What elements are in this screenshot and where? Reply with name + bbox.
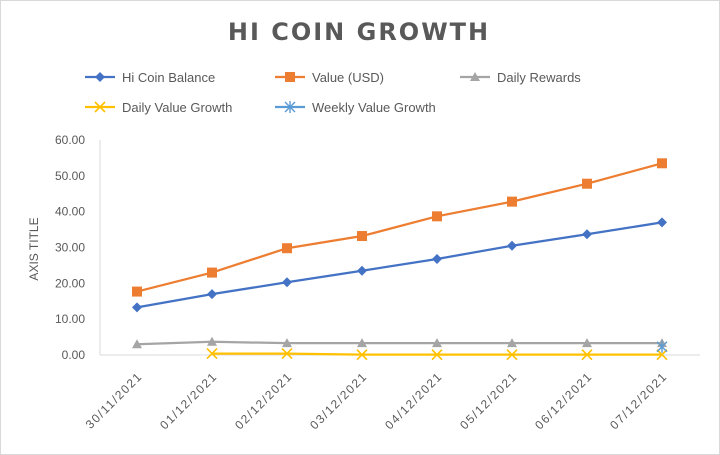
legend-label: Weekly Value Growth bbox=[312, 100, 436, 115]
data-point bbox=[581, 349, 593, 361]
legend-label: Value (USD) bbox=[312, 70, 384, 85]
series-weekly-value-growth bbox=[656, 340, 668, 353]
series-line bbox=[136, 221, 663, 309]
data-point bbox=[207, 336, 217, 346]
legend-marker bbox=[470, 72, 480, 81]
x-axis: 30/11/2021 01/12/2021 02/12/2021 03/12/2021… bbox=[83, 354, 700, 432]
x-tick-label: 06/12/2021 bbox=[532, 369, 595, 432]
data-point bbox=[207, 267, 217, 278]
data-point bbox=[506, 349, 518, 361]
x-tick-label: 04/12/2021 bbox=[382, 369, 445, 432]
series-hi-coin-balance bbox=[132, 217, 667, 313]
legend-marker bbox=[95, 72, 105, 82]
data-point bbox=[207, 289, 217, 300]
data-point bbox=[357, 338, 367, 348]
data-point bbox=[132, 302, 142, 313]
data-point bbox=[507, 196, 517, 207]
data-point bbox=[132, 339, 142, 349]
y-tick-label: 40.00 bbox=[55, 205, 85, 219]
data-point bbox=[657, 217, 667, 228]
data-point bbox=[431, 349, 443, 361]
y-tick-label: 10.00 bbox=[55, 312, 85, 326]
y-tick-label: 0.00 bbox=[62, 348, 86, 362]
series-daily-rewards bbox=[132, 336, 667, 349]
data-point bbox=[282, 243, 292, 254]
data-point bbox=[356, 349, 368, 361]
series-value-usd bbox=[132, 158, 667, 297]
y-axis: 0.00 10.00 20.00 30.00 40.00 50.00 60.00 bbox=[55, 133, 101, 362]
data-point bbox=[357, 265, 367, 276]
legend-marker bbox=[285, 72, 295, 82]
y-tick-label: 20.00 bbox=[55, 276, 85, 290]
data-point bbox=[132, 286, 142, 297]
data-point bbox=[206, 348, 218, 360]
data-point bbox=[281, 348, 293, 360]
series-line bbox=[136, 162, 663, 293]
legend-label: Hi Coin Balance bbox=[122, 70, 215, 85]
data-point bbox=[657, 158, 667, 169]
y-tick-label: 60.00 bbox=[55, 133, 85, 147]
x-tick-label: 07/12/2021 bbox=[607, 369, 670, 432]
data-point bbox=[357, 231, 367, 242]
data-point bbox=[432, 211, 442, 222]
data-point bbox=[656, 349, 668, 361]
x-tick-label: 01/12/2021 bbox=[157, 369, 220, 432]
data-point bbox=[656, 340, 668, 353]
legend-item-weekly-value-growth: Weekly Value Growth bbox=[275, 100, 436, 115]
legend-item-daily-rewards: Daily Rewards bbox=[460, 70, 581, 85]
data-point bbox=[282, 277, 292, 288]
x-tick-label: 05/12/2021 bbox=[457, 369, 520, 432]
data-point bbox=[432, 338, 442, 348]
data-point bbox=[582, 338, 592, 348]
y-tick-label: 30.00 bbox=[55, 241, 85, 255]
y-tick-label: 50.00 bbox=[55, 169, 85, 183]
legend-item-value-usd: Value (USD) bbox=[275, 70, 384, 85]
data-point bbox=[432, 253, 442, 264]
legend-item-hi-coin-balance: Hi Coin Balance bbox=[85, 70, 215, 85]
legend: Hi Coin Balance Value (USD) Daily Rewards D… bbox=[85, 70, 581, 115]
plot-area bbox=[132, 158, 668, 361]
series-daily-value-growth bbox=[206, 348, 668, 361]
data-point bbox=[507, 338, 517, 348]
chart-title: HI COIN GROWTH bbox=[227, 18, 491, 46]
legend-marker bbox=[284, 101, 296, 113]
data-point bbox=[282, 338, 292, 348]
series-line bbox=[136, 340, 662, 346]
legend-label: Daily Rewards bbox=[497, 70, 581, 85]
data-point bbox=[582, 178, 592, 189]
x-tick-label: 03/12/2021 bbox=[307, 369, 370, 432]
legend-item-daily-value-growth: Daily Value Growth bbox=[85, 100, 232, 115]
data-point bbox=[582, 229, 592, 240]
legend-marker bbox=[94, 101, 106, 113]
data-point bbox=[507, 240, 517, 251]
x-tick-label: 02/12/2021 bbox=[232, 369, 295, 432]
y-axis-title: AXIS TITLE bbox=[27, 217, 41, 280]
legend-label: Daily Value Growth bbox=[122, 100, 232, 115]
x-tick-label: 30/11/2021 bbox=[83, 369, 145, 431]
